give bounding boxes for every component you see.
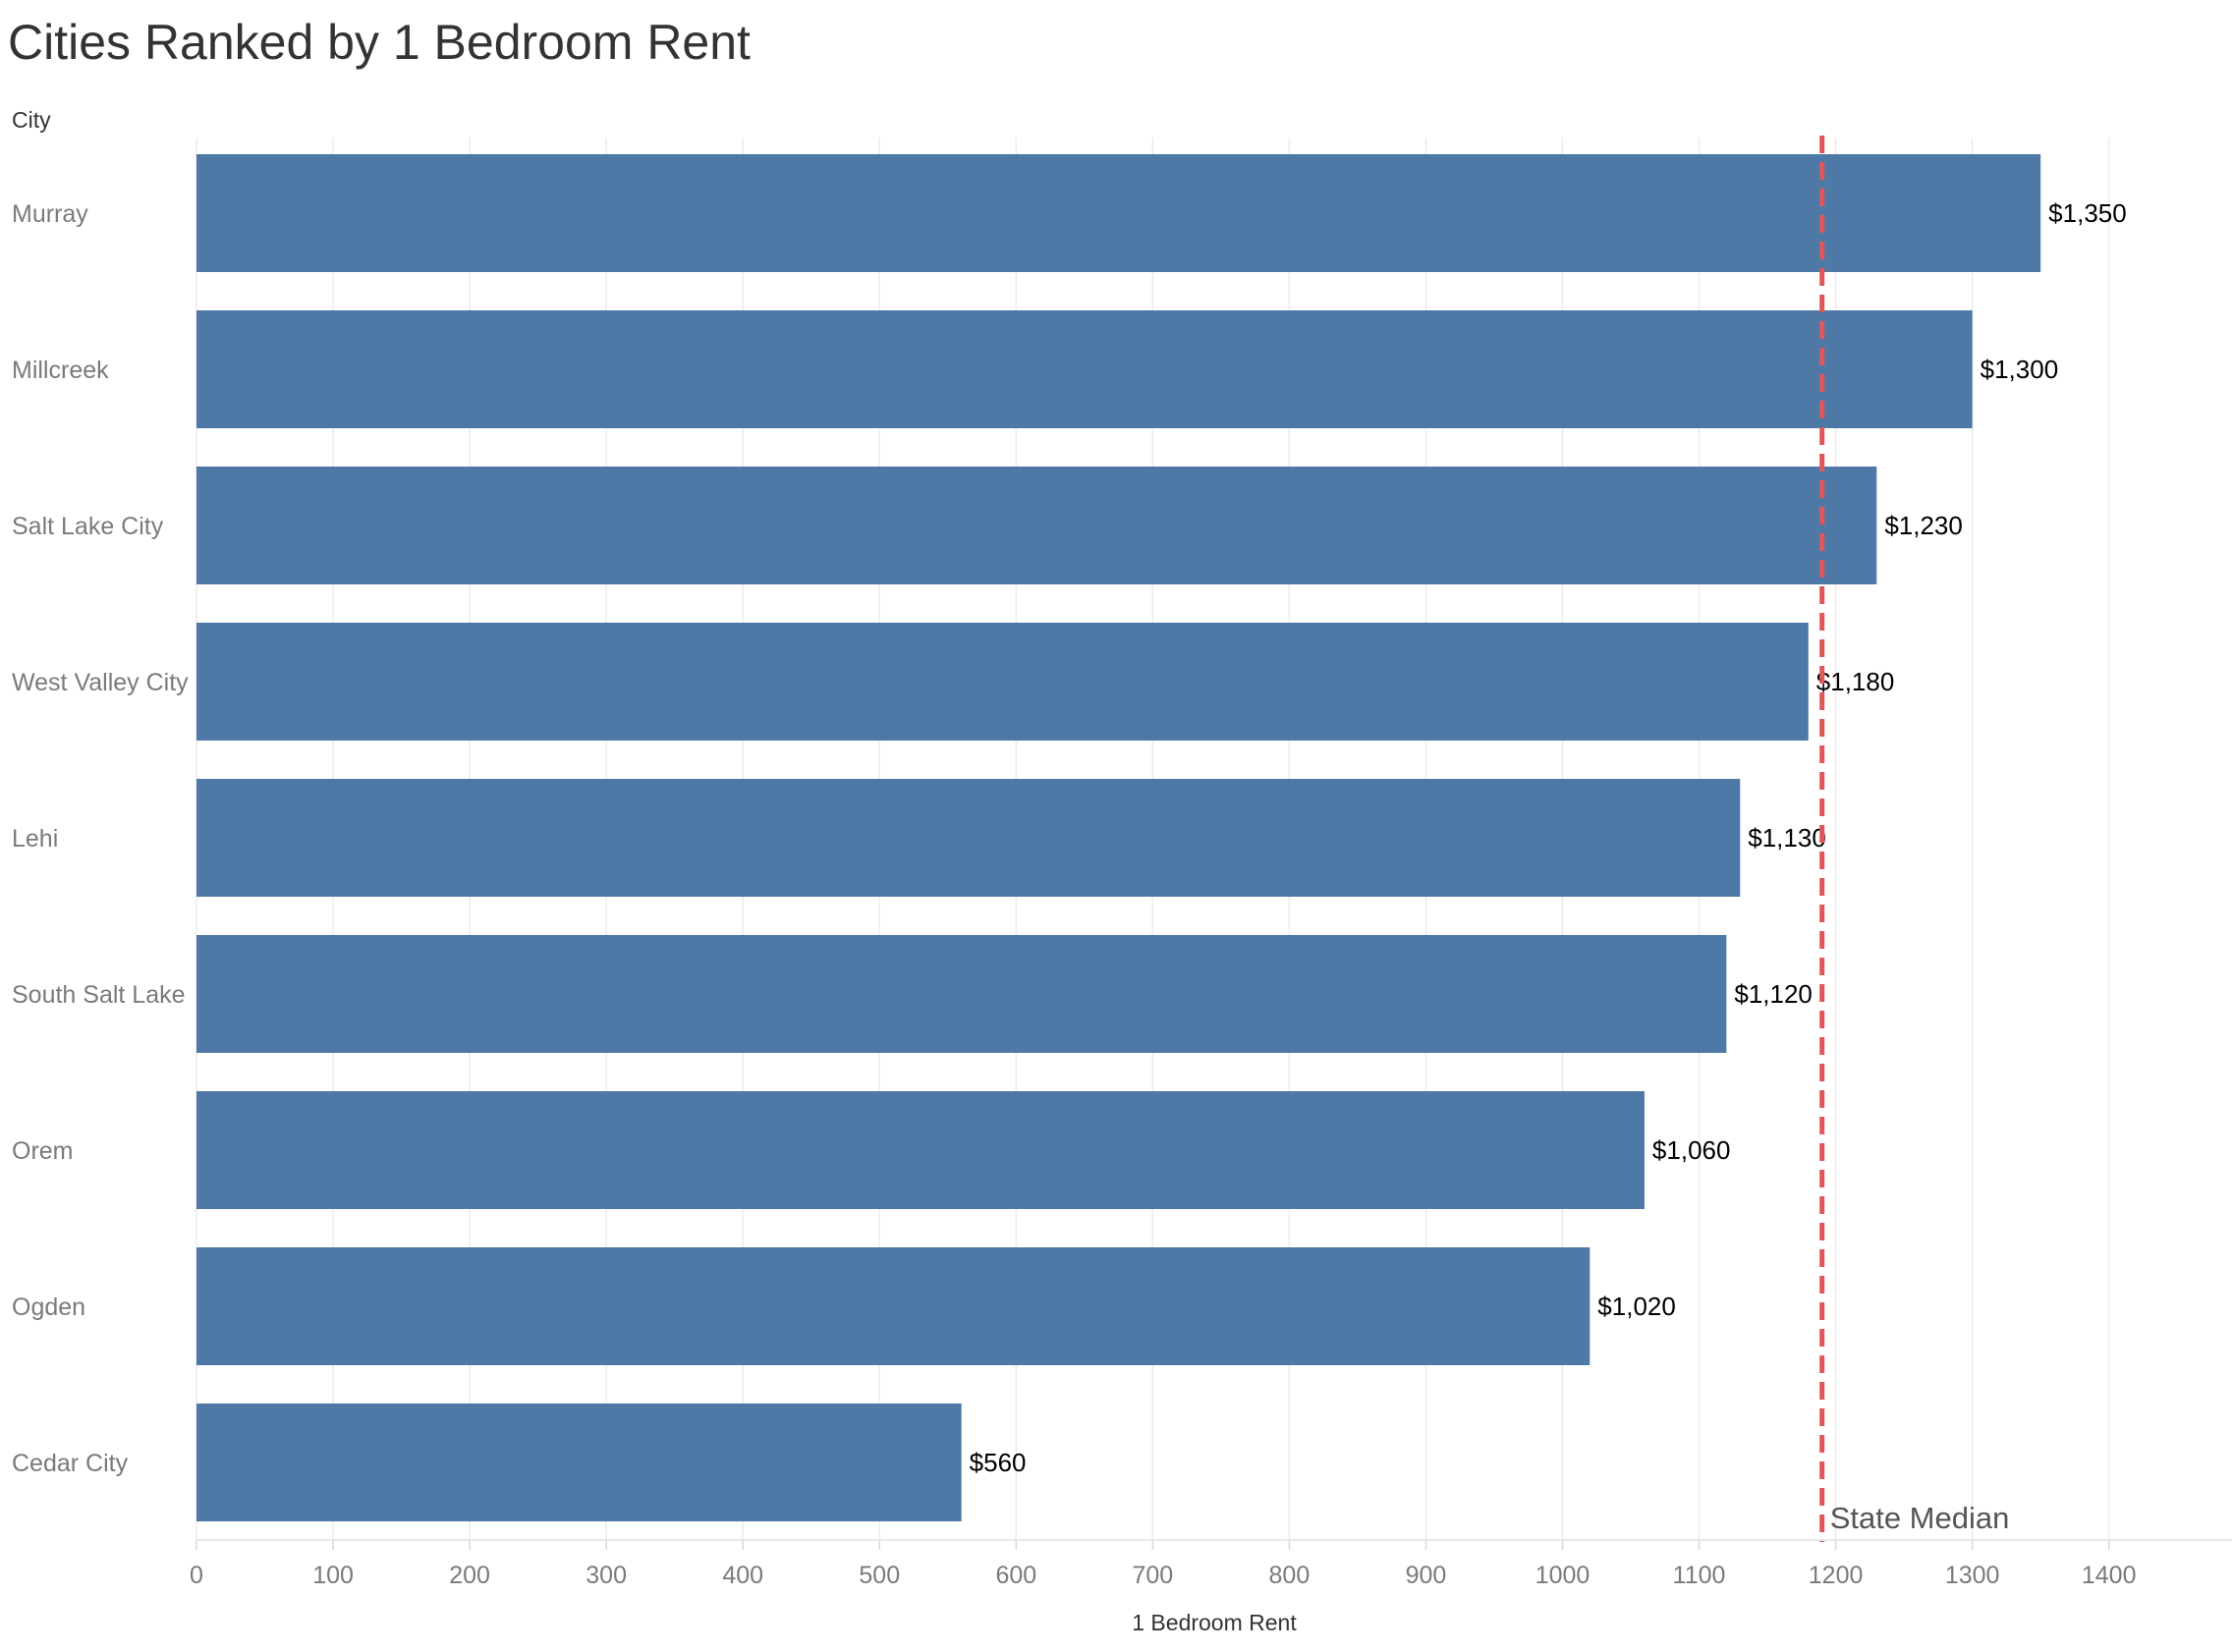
bar[interactable] xyxy=(196,1091,1645,1209)
y-axis-title: City xyxy=(12,107,51,133)
data-label: $1,300 xyxy=(1981,355,2059,384)
bar[interactable] xyxy=(196,310,1973,428)
x-axis-ticks: 0 100 200 300 400 500 600 700 800 900 1000 1100 1200… xyxy=(190,1539,2232,1589)
x-tick-label: 1200 xyxy=(1809,1562,1864,1589)
data-label: $1,130 xyxy=(1748,823,1826,853)
bar[interactable] xyxy=(196,935,1727,1053)
reference-line-label: State Median xyxy=(1830,1501,2010,1535)
x-tick-label: 1100 xyxy=(1673,1562,1726,1589)
category-label: Salt Lake City xyxy=(12,513,164,540)
value-labels: $1,350 $1,300 $1,230 $1,180 $1,130 $1,120 $1,0… xyxy=(970,198,2127,1477)
bar[interactable] xyxy=(196,154,2041,272)
category-label: Orem xyxy=(12,1137,74,1165)
x-axis-title: 1 Bedroom Rent xyxy=(1132,1610,1297,1635)
data-label: $1,350 xyxy=(2048,198,2127,228)
data-label: $1,180 xyxy=(1816,667,1895,696)
category-label: Ogden xyxy=(12,1294,85,1321)
category-label: Lehi xyxy=(12,825,58,853)
x-tick-label: 500 xyxy=(859,1562,900,1589)
bars xyxy=(196,154,2041,1521)
x-tick-label: 400 xyxy=(722,1562,763,1589)
bar[interactable] xyxy=(196,467,1877,584)
data-label: $1,230 xyxy=(1884,511,1963,540)
x-tick-label: 800 xyxy=(1269,1562,1311,1589)
x-tick-label: 600 xyxy=(995,1562,1036,1589)
x-tick-label: 0 xyxy=(190,1562,203,1589)
bar[interactable] xyxy=(196,779,1741,897)
data-label: $1,060 xyxy=(1652,1135,1731,1165)
category-label: Millcreek xyxy=(12,357,109,384)
bar[interactable] xyxy=(196,1404,962,1521)
data-label: $560 xyxy=(970,1448,1027,1477)
x-tick-label: 700 xyxy=(1132,1562,1173,1589)
category-label: Cedar City xyxy=(12,1450,129,1477)
x-tick-label: 900 xyxy=(1406,1562,1447,1589)
category-label: West Valley City xyxy=(12,669,189,696)
data-label: $1,020 xyxy=(1597,1292,1676,1321)
category-label: Murray xyxy=(12,200,88,228)
reference-line-group: State Median xyxy=(1819,136,2010,1542)
x-tick-label: 1400 xyxy=(2082,1562,2137,1589)
x-tick-label: 200 xyxy=(449,1562,490,1589)
category-label: South Salt Lake xyxy=(12,981,186,1009)
x-tick-label: 300 xyxy=(586,1562,627,1589)
bar[interactable] xyxy=(196,623,1809,741)
chart-title: Cities Ranked by 1 Bedroom Rent xyxy=(8,15,751,70)
data-label: $1,120 xyxy=(1734,979,1813,1009)
x-tick-label: 100 xyxy=(312,1562,354,1589)
x-tick-label: 1000 xyxy=(1535,1562,1590,1589)
bar[interactable] xyxy=(196,1247,1590,1365)
category-labels: Murray Millcreek Salt Lake City West Valley… xyxy=(12,200,189,1477)
x-tick-label: 1300 xyxy=(1945,1562,2000,1589)
